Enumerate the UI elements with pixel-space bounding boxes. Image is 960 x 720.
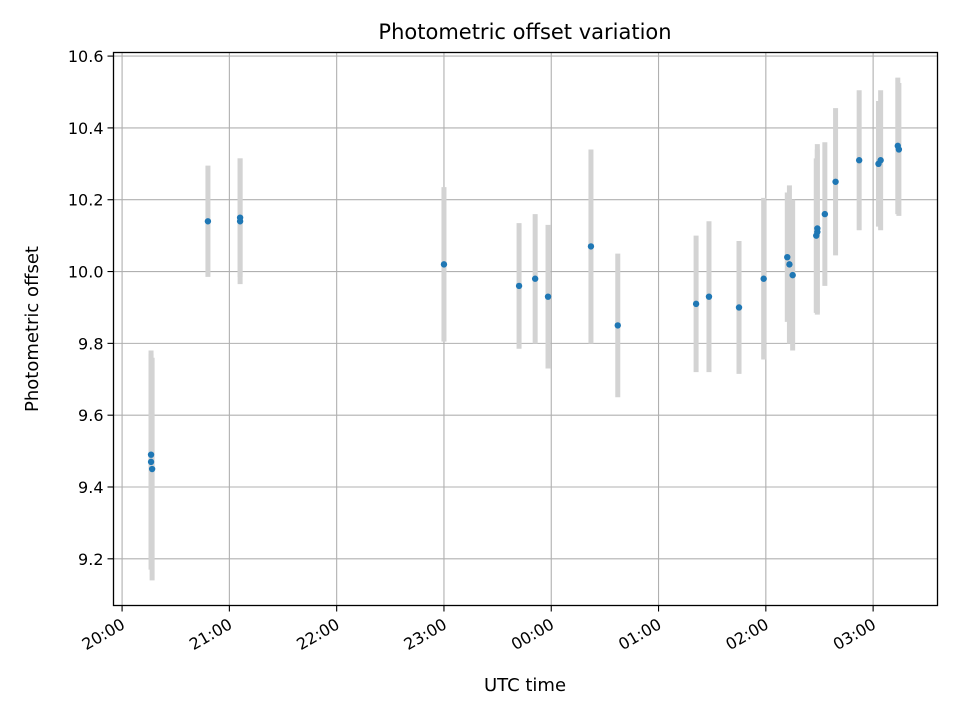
data-point [614,322,621,329]
data-point [789,271,796,279]
chart-title: Photometric offset variation [378,20,671,44]
y-tick-label: 9.6 [78,406,103,425]
y-tick-label: 9.8 [78,334,103,353]
data-point [204,218,212,225]
data-point [821,210,829,218]
y-tick-label: 10.0 [68,263,104,282]
plot-frame [112,51,939,607]
data-point [236,218,244,225]
data-point [531,275,539,282]
data-point [148,465,156,473]
y-tick-label: 10.6 [68,47,104,66]
data-point [784,253,791,261]
data-point [814,228,821,236]
data-point [895,146,903,153]
y-tick-label: 10.4 [68,119,104,138]
data-points [147,142,903,473]
y-tick-label: 9.2 [78,550,103,569]
data-point [147,451,155,458]
data-point [877,157,884,164]
y-axis-ticks: 9.2 9.4 9.6 9.8 10.0 10.2 10.4 10.6 [68,47,114,569]
x-axis-label: UTC time [484,675,566,696]
y-tick-label: 10.2 [68,191,104,210]
data-point [440,261,448,268]
data-point [832,178,839,185]
data-point [735,304,743,311]
data-point [515,282,523,290]
data-point [587,243,595,250]
data-point [692,300,700,308]
data-point [147,458,155,466]
data-point [760,275,767,282]
grid [113,52,938,606]
y-axis-label: Photometric offset [22,246,43,412]
data-point [855,157,863,164]
y-tick-label: 9.4 [78,478,103,497]
data-point [705,293,713,300]
data-point [786,261,793,268]
data-point [544,293,552,300]
